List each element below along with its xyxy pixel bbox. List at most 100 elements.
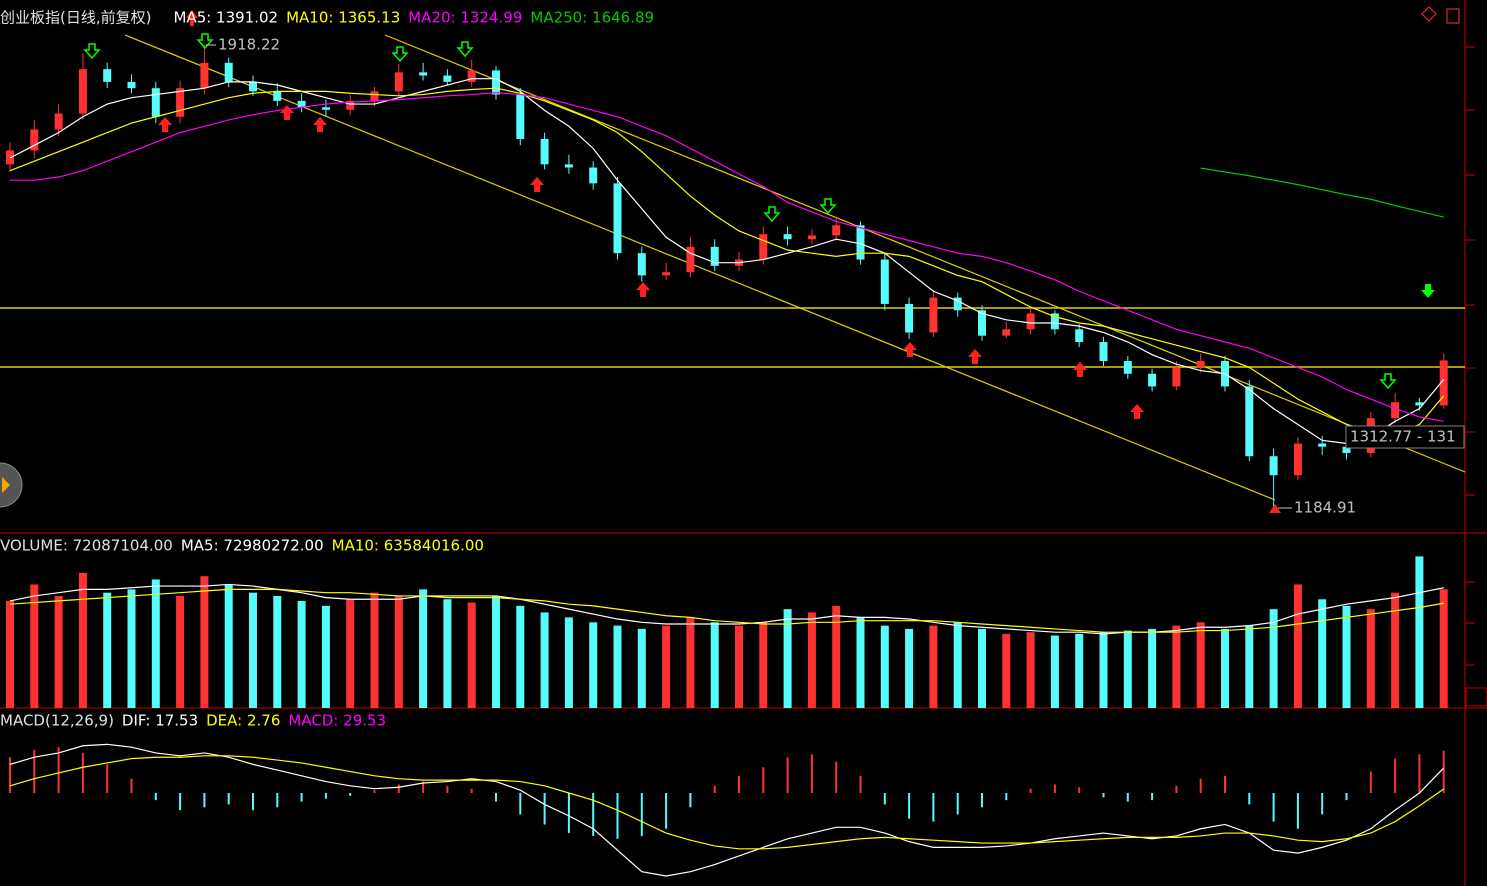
buy-signal: [636, 282, 650, 297]
candle-body: [273, 91, 282, 101]
candle-body: [783, 234, 792, 240]
signals: [84, 33, 1435, 513]
legend-entry: MA5: 1391.02: [173, 9, 278, 27]
volume-bar: [151, 579, 160, 708]
volume-bar: [1293, 584, 1302, 708]
volume-bar: [1318, 599, 1327, 708]
candle-body: [127, 81, 136, 89]
candle-body: [759, 234, 768, 260]
volume-bar: [832, 605, 841, 708]
volume-bar: [30, 584, 39, 708]
candle-body: [516, 94, 525, 139]
volume-bar: [929, 625, 938, 708]
legend-entry: MA10: 1365.13: [286, 9, 400, 27]
volume-bar: [710, 622, 719, 708]
candle-body: [613, 183, 622, 254]
icon-window[interactable]: [1446, 8, 1460, 24]
candle-body: [54, 113, 63, 130]
candle-body: [929, 297, 938, 333]
line: [9, 755, 1445, 850]
candle-body: [492, 70, 500, 95]
candle-body: [1439, 360, 1448, 406]
line: [9, 743, 1445, 877]
chart-title: 创业板指(日线,前复权): [0, 9, 151, 27]
volume-bar: [516, 605, 525, 708]
volume-bar: [905, 628, 914, 708]
candle-body: [78, 69, 87, 114]
volume-bar: [1026, 632, 1035, 708]
candle-body: [1026, 313, 1035, 330]
candle-body: [832, 225, 841, 236]
volume-bar: [321, 605, 330, 708]
candle-body: [394, 72, 403, 92]
sell-signal: [1421, 284, 1435, 298]
buy-signal: [1073, 362, 1087, 377]
volume-bar: [1148, 628, 1157, 708]
buy-signal: [1130, 404, 1144, 419]
volume-bar: [978, 628, 986, 708]
candle-body: [1415, 402, 1424, 406]
candle-body: [30, 129, 39, 151]
volume-bar: [613, 625, 622, 708]
side-toggle-arrow: [2, 477, 10, 493]
candle-body: [467, 70, 476, 82]
volume-bar: [1002, 633, 1011, 708]
icon-diamond[interactable]: [1421, 6, 1437, 22]
line: [10, 92, 1444, 422]
volume-bar: [759, 622, 768, 708]
volume-bar: [492, 595, 500, 708]
trend-line: [124, 34, 1276, 501]
volume-bar: [1221, 628, 1229, 708]
candle-body: [1099, 342, 1108, 362]
candle-body: [249, 81, 257, 92]
candle-body: [1002, 329, 1011, 336]
candle-body: [443, 75, 452, 82]
volume-bar: [54, 595, 63, 708]
volume-bar: [880, 625, 889, 708]
volume-bar: [1415, 556, 1424, 708]
candle-body: [419, 72, 428, 76]
volume-bar: [6, 600, 14, 708]
high-label: 1918.22: [218, 36, 280, 54]
volume-bar: [103, 592, 112, 708]
volume-bar: [540, 612, 549, 708]
volume-bar: [1342, 605, 1351, 708]
candle-body: [1172, 367, 1181, 387]
volume-bar: [1172, 625, 1181, 708]
candle-body: [856, 225, 865, 260]
icon-box[interactable]: [1465, 687, 1487, 707]
candle-body: [1050, 313, 1059, 330]
line: [9, 78, 1445, 445]
candle-body: [1245, 386, 1254, 457]
volume-bar: [127, 589, 136, 708]
title-arrow: [186, 10, 198, 26]
volume-bar: [1391, 592, 1400, 708]
macd-title: MACD(12,26,9): [0, 712, 114, 730]
buy-signal: [280, 105, 294, 120]
candle-body: [200, 62, 209, 89]
volume-bar: [1269, 609, 1278, 708]
volume-bar: [249, 592, 257, 708]
volume-bar: [856, 617, 865, 708]
volume-bar: [419, 589, 428, 708]
buy-signal: [158, 117, 172, 132]
candle-body: [1293, 443, 1302, 476]
sell-signal: [457, 41, 473, 57]
candle-body: [1148, 373, 1157, 387]
volume-bar: [78, 572, 87, 708]
volume-bar: [637, 628, 646, 708]
annotation-box: [1345, 425, 1465, 449]
candle-body: [589, 167, 598, 184]
volume-bar: [1099, 632, 1108, 708]
line: [9, 588, 1444, 633]
annotation: 1312.77 - 131: [1350, 428, 1456, 446]
volume-bar: [467, 602, 476, 708]
side-toggle[interactable]: [0, 462, 23, 508]
volume-bar: [297, 600, 306, 708]
volume-bar: [224, 584, 233, 708]
volume-bar: [783, 609, 792, 708]
buy-signal: [968, 349, 982, 364]
volume-bar: [273, 595, 282, 708]
sell-signal: [820, 198, 836, 214]
